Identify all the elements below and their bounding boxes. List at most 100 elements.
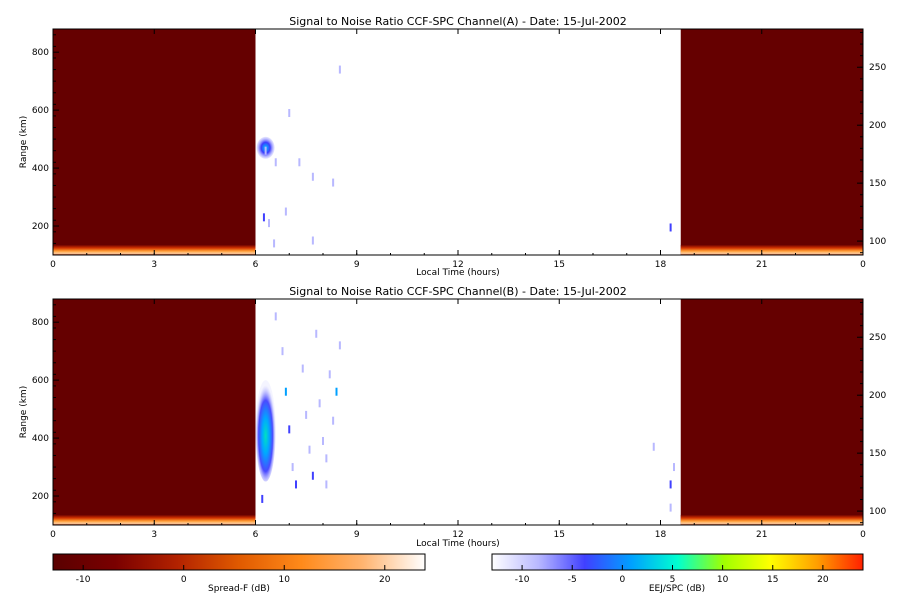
colorbar-right-tick-label-5: 15	[767, 575, 778, 585]
panel-b-echo-10	[311, 471, 314, 480]
panel-a-xtick-label-1: 3	[151, 260, 157, 270]
panel-a-echo-7	[288, 109, 291, 118]
panel-b-y2tick-label-1: 150	[869, 449, 886, 459]
panel-a-xtick-label-5: 15	[554, 260, 565, 270]
panel-a-echo-2	[262, 213, 265, 222]
colorbar-right-tick-label-3: 5	[670, 575, 676, 585]
panel-b-echo-18	[338, 341, 341, 350]
panel-a-night-block-0	[53, 29, 256, 255]
panel-b-echo-1	[274, 312, 277, 321]
colorbar-right-tick-label-4: 10	[717, 575, 729, 585]
panel-b-echo-20	[669, 480, 672, 489]
panel-b-echo-6	[295, 480, 297, 489]
panel-b-echo-4	[288, 425, 291, 434]
panel-a-echo-5	[274, 158, 277, 167]
panel-b-echo-7	[301, 364, 304, 373]
panel-a-echo-9	[311, 172, 314, 181]
panel-b-echo-22	[673, 463, 675, 472]
panel-b-echo-15	[328, 370, 331, 379]
panel-b-night-band-0	[53, 514, 256, 525]
panel-b-xtick-label-2: 6	[253, 530, 259, 540]
panel-a-echo-8	[298, 158, 301, 167]
colorbar-left-ramp	[52, 553, 426, 571]
panel-b-night-block-1	[680, 299, 863, 525]
panel-b-xtick-label-7: 21	[756, 530, 767, 540]
colorbar-right-tick-label-2: 0	[619, 575, 625, 585]
panel-b-plume	[255, 380, 276, 482]
panel-a-echo-10	[311, 236, 314, 245]
panel-b-y2tick-label-0: 100	[869, 507, 886, 517]
panel-a-plot: 0 3 6 9 12 15 18 21 0 200 400 600 800 100 150 200 250	[32, 28, 886, 270]
panel-a-xtick-label-0: 0	[50, 260, 56, 270]
panel-b-xtick-label-0: 0	[50, 530, 56, 540]
panel-b-echo-11	[315, 329, 318, 338]
panel-a-xtick-label-3: 9	[354, 260, 360, 270]
panel-a-y2tick-label-2: 200	[869, 121, 886, 131]
panel-a-xtick-label-6: 18	[655, 260, 667, 270]
panel-a-xtick-label-8: 0	[860, 260, 866, 270]
panel-a-echo-4	[273, 239, 276, 248]
panel-b-ytick-label-2: 600	[32, 376, 49, 386]
panel-a-xtick-label-2: 6	[253, 260, 259, 270]
panel-a-night-band-1	[680, 244, 863, 255]
colorbar-right: -10 -5 0 5 10 15 20 EEJ/SPC (dB)	[491, 553, 864, 594]
panel-b-echo-8	[305, 410, 308, 419]
panel-b-night-band-1	[680, 514, 863, 525]
colorbar-left-tick-label-2: 10	[279, 575, 291, 585]
panel-a-ytick-label-0: 200	[32, 222, 49, 232]
colorbar-right-label: EEJ/SPC (dB)	[649, 584, 705, 594]
panel-b-echo-23	[652, 442, 655, 451]
panel-b-echo-3	[284, 387, 287, 396]
panel-a: Signal to Noise Ratio CCF-SPC Channel(A)…	[19, 15, 886, 278]
panel-b-echo-19	[325, 480, 328, 489]
panel-a-ytick-label-2: 600	[32, 106, 49, 116]
colorbar-left-label: Spread-F (dB)	[208, 584, 270, 594]
panel-b-plot: 0 3 6 9 12 15 18 21 0 200 400 600 800 100 150 200 250	[32, 298, 886, 540]
panel-a-xlabel: Local Time (hours)	[416, 268, 499, 278]
panel-b-night-block-0	[53, 299, 256, 525]
panel-b-xtick-label-3: 9	[354, 530, 360, 540]
panel-a-xtick-label-7: 21	[756, 260, 767, 270]
panel-b-xtick-label-1: 3	[151, 530, 157, 540]
panel-b-ytick-label-0: 200	[32, 492, 49, 502]
panel-b-echo-12	[318, 399, 321, 408]
panel-b-echo-5	[291, 463, 294, 472]
panel-b-xtick-label-8: 0	[860, 530, 866, 540]
panel-a-y2tick-label-3: 250	[869, 63, 886, 73]
panel-b-y2tick-label-3: 250	[869, 333, 886, 343]
panel-a-echo-6	[284, 207, 287, 216]
panel-a-echo-13	[669, 223, 672, 232]
panel-a-echo-11	[332, 178, 335, 187]
colorbar-right-tick-label-0: -10	[515, 575, 530, 585]
panel-a-xtick-label-4: 12	[452, 260, 463, 270]
panel-b: Signal to Noise Ratio CCF-SPC Channel(B)…	[19, 285, 886, 549]
panel-b-title: Signal to Noise Ratio CCF-SPC Channel(B)…	[289, 285, 627, 298]
colorbar-left: -10 0 10 20 Spread-F (dB)	[52, 553, 426, 594]
panel-b-xtick-label-4: 12	[452, 530, 463, 540]
panel-a-ytick-label-1: 400	[32, 164, 49, 174]
panel-a-night-band-0	[53, 244, 256, 255]
panel-a-y2tick-label-0: 100	[869, 237, 886, 247]
colorbar-left-tick-label-1: 0	[181, 575, 187, 585]
colorbar-left-tick-label-3: 20	[379, 575, 391, 585]
panel-a-night-block-1	[680, 29, 863, 255]
panel-b-echo-21	[669, 503, 672, 512]
panel-b-ytick-label-1: 400	[32, 434, 49, 444]
colorbar-right-ramp	[491, 553, 864, 571]
panel-b-echo-13	[322, 436, 324, 445]
panel-b-echo-2	[281, 347, 284, 356]
panel-b-xtick-label-6: 18	[655, 530, 667, 540]
panel-b-echo-14	[325, 454, 328, 463]
panel-b-echo-9	[308, 445, 311, 454]
panel-b-ylabel: Range (km)	[19, 386, 29, 438]
panel-b-xlabel: Local Time (hours)	[416, 539, 499, 549]
panel-b-ytick-label-3: 800	[32, 318, 49, 328]
panel-b-echo-0	[261, 494, 264, 503]
panel-b-xtick-label-5: 15	[554, 530, 565, 540]
colorbar-right-tick-label-1: -5	[568, 575, 577, 585]
panel-a-y2tick-label-1: 150	[869, 179, 886, 189]
panel-b-echo-17	[335, 387, 338, 396]
panel-a-echo-3	[268, 219, 270, 228]
panel-b-y2tick-label-2: 200	[869, 391, 886, 401]
